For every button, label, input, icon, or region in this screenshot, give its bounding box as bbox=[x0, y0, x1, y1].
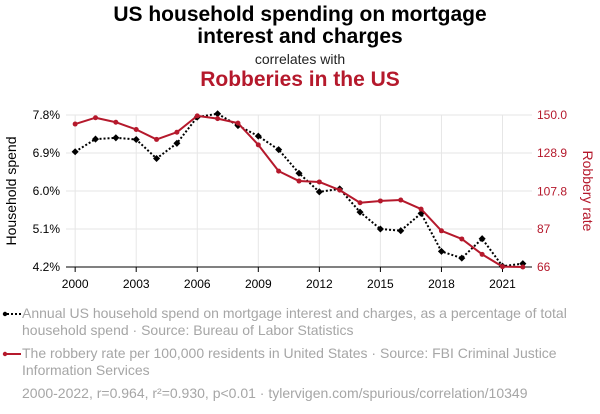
x-tick-label: 2003 bbox=[123, 277, 150, 291]
x-tick-label: 2012 bbox=[306, 277, 333, 291]
data-point-robbery-rate bbox=[357, 200, 363, 206]
data-point-robbery-rate bbox=[72, 121, 78, 127]
x-tick-label: 2000 bbox=[62, 277, 89, 291]
data-point-robbery-rate bbox=[296, 178, 302, 184]
y-axis-left: 4.2% 5.1% 6.0% 6.9% 7.8% bbox=[33, 108, 61, 274]
data-point-robbery-rate bbox=[398, 197, 404, 203]
data-point-robbery-rate bbox=[174, 129, 180, 135]
data-point-robbery-rate bbox=[438, 228, 444, 234]
y-right-tick-label: 107.8 bbox=[537, 184, 567, 198]
data-point-robbery-rate bbox=[235, 120, 241, 126]
data-point-household-spend bbox=[71, 148, 79, 156]
data-point-household-spend bbox=[397, 227, 405, 235]
data-point-robbery-rate bbox=[154, 136, 160, 142]
data-point-robbery-rate bbox=[93, 115, 99, 121]
line-chart: 4.2% 5.1% 6.0% 6.9% 7.8% 66 87 107.8 128.9 150.0… bbox=[3, 108, 596, 291]
x-tick-label: 2009 bbox=[245, 277, 272, 291]
chart-title-series2: Robberies in the US bbox=[200, 68, 400, 91]
data-point-robbery-rate bbox=[418, 206, 424, 212]
y-axis-left-label: Household spend bbox=[3, 137, 19, 246]
y-right-tick-label: 87 bbox=[537, 222, 551, 236]
data-point-household-spend bbox=[153, 154, 161, 163]
data-point-household-spend bbox=[376, 225, 384, 233]
chart-subtitle: correlates with bbox=[254, 51, 346, 67]
y-right-tick-label: 66 bbox=[537, 260, 551, 274]
y-left-tick-label: 7.8% bbox=[33, 108, 61, 122]
data-point-robbery-rate bbox=[255, 142, 261, 148]
legend-marker-dotted bbox=[2, 311, 21, 317]
footer-stats: 2000-2022, r=0.964, r²=0.930, p<0.01 · t… bbox=[22, 385, 528, 401]
series-group bbox=[71, 110, 527, 270]
data-point-robbery-rate bbox=[215, 116, 221, 122]
data-point-household-spend bbox=[214, 110, 222, 118]
data-point-household-spend bbox=[315, 188, 323, 196]
legend-item-robbery-rate: The robbery rate per 100,000 residents i… bbox=[2, 345, 582, 379]
y-axis-right-label: Robbery rate bbox=[580, 151, 596, 232]
y-left-tick-label: 6.0% bbox=[33, 184, 61, 198]
data-point-robbery-rate bbox=[459, 236, 465, 242]
data-point-robbery-rate bbox=[337, 187, 343, 193]
data-point-household-spend bbox=[295, 169, 303, 177]
legend-text-robbery-rate: The robbery rate per 100,000 residents i… bbox=[22, 345, 557, 378]
data-point-robbery-rate bbox=[276, 168, 282, 174]
legend-text-household-spend: Annual US household spend on mortgage in… bbox=[22, 305, 567, 338]
x-axis: 2000 2003 2006 2009 2012 2015 2018 2021 bbox=[62, 266, 532, 291]
y-left-tick-label: 6.9% bbox=[33, 146, 61, 160]
data-point-robbery-rate bbox=[316, 179, 322, 185]
x-tick-label: 2015 bbox=[367, 277, 394, 291]
data-point-robbery-rate bbox=[133, 126, 139, 132]
y-axis-right: 66 87 107.8 128.9 150.0 bbox=[537, 108, 567, 274]
data-point-robbery-rate bbox=[499, 264, 505, 270]
x-tick-label: 2018 bbox=[428, 277, 455, 291]
chart-title-line2: interest and charges bbox=[197, 25, 403, 48]
data-point-household-spend bbox=[458, 254, 466, 262]
data-point-robbery-rate bbox=[520, 264, 526, 270]
data-point-household-spend bbox=[112, 134, 120, 142]
data-point-household-spend bbox=[173, 139, 181, 147]
x-tick-label: 2021 bbox=[489, 277, 516, 291]
data-point-robbery-rate bbox=[194, 113, 200, 119]
data-point-robbery-rate bbox=[113, 119, 119, 125]
chart-title-line1: US household spending on mortgage bbox=[113, 3, 487, 26]
legend-item-household-spend: Annual US household spend on mortgage in… bbox=[2, 305, 582, 339]
x-tick-label: 2006 bbox=[184, 277, 211, 291]
y-right-tick-label: 150.0 bbox=[537, 108, 567, 122]
data-point-household-spend bbox=[132, 135, 140, 144]
y-right-tick-label: 128.9 bbox=[537, 146, 567, 160]
y-left-tick-label: 4.2% bbox=[33, 260, 61, 274]
data-point-household-spend bbox=[356, 208, 364, 216]
series-line-household-spend bbox=[74, 112, 523, 268]
data-point-household-spend bbox=[478, 235, 486, 243]
y-left-tick-label: 5.1% bbox=[33, 222, 61, 236]
legend-marker-solid bbox=[2, 351, 21, 357]
data-point-robbery-rate bbox=[479, 251, 485, 257]
data-point-robbery-rate bbox=[377, 198, 383, 204]
data-point-household-spend bbox=[91, 135, 100, 143]
data-point-household-spend bbox=[275, 146, 283, 154]
data-point-household-spend bbox=[437, 247, 445, 255]
